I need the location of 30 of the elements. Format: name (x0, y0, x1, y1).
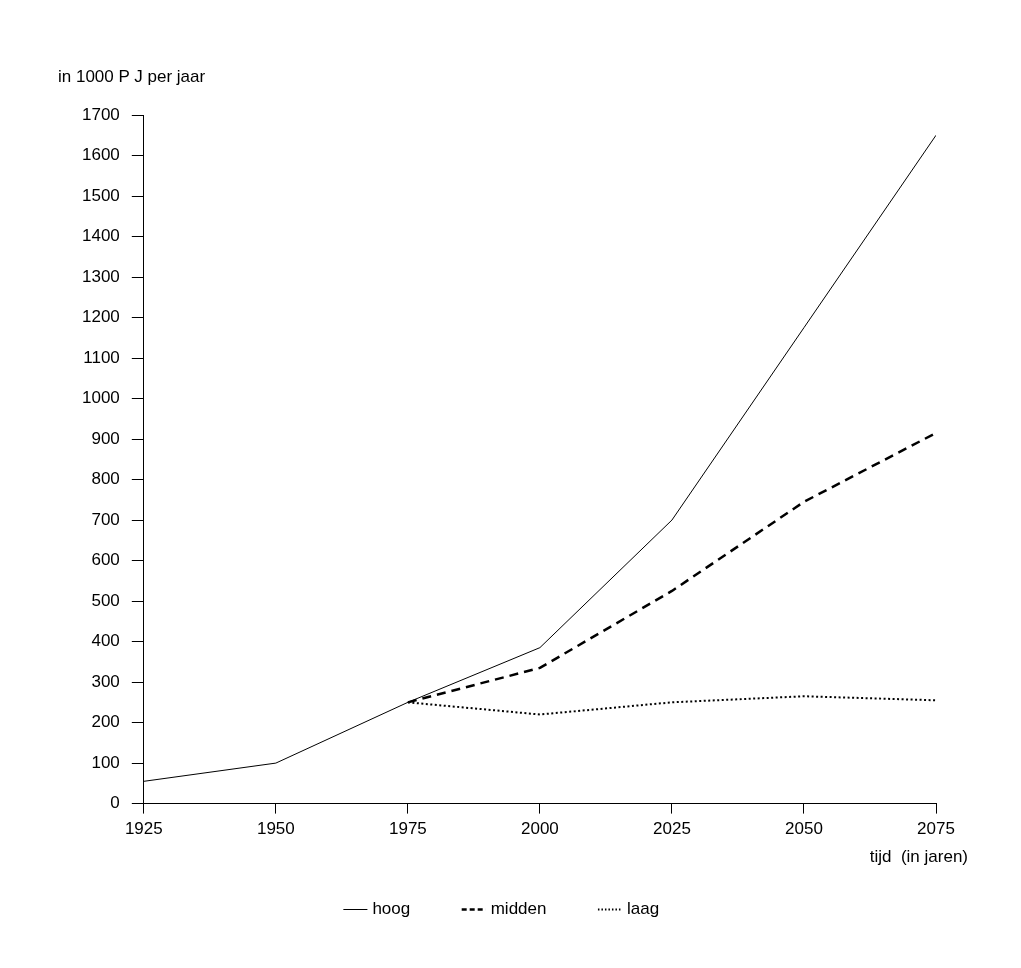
y-tick-label: 100 (91, 752, 120, 772)
y-tick-label: 700 (91, 509, 120, 529)
x-tick-label: 1950 (256, 819, 295, 839)
x-tick-label: 1975 (388, 819, 427, 839)
y-tick-label: 1100 (83, 347, 120, 367)
x-tick-label: 2075 (917, 819, 955, 839)
x-tick-label: 2025 (653, 819, 691, 839)
legend-label: hoog (372, 899, 411, 919)
x-tick-label: 2050 (785, 819, 823, 839)
y-tick-label: 1200 (81, 307, 120, 327)
y-tick-label: 1000 (81, 388, 120, 408)
y-tick-label: 1700 (81, 104, 120, 124)
y-tick-label: 600 (91, 550, 120, 570)
y-tick-label: 300 (91, 671, 120, 691)
x-tick-label: 2000 (521, 819, 559, 839)
y-tick-label: 400 (91, 631, 120, 651)
legend-label: midden (490, 899, 547, 919)
y-tick-label: 1600 (81, 145, 120, 165)
y-axis-title: in 1000 P J per jaar (58, 67, 206, 86)
y-tick-label: 1500 (81, 185, 120, 205)
y-tick-label: 800 (91, 469, 120, 489)
y-tick-label: 500 (91, 590, 120, 610)
y-tick-label: 200 (91, 712, 120, 732)
x-axis-title: tijd (in jaren) (869, 846, 968, 866)
x-tick-label: 1925 (124, 819, 163, 839)
y-tick-label: 900 (91, 428, 120, 448)
y-tick-label: 1400 (81, 226, 120, 246)
y-tick-label: 0 (110, 793, 120, 813)
legend-label: laag (626, 899, 660, 919)
y-tick-label: 1300 (81, 266, 120, 286)
